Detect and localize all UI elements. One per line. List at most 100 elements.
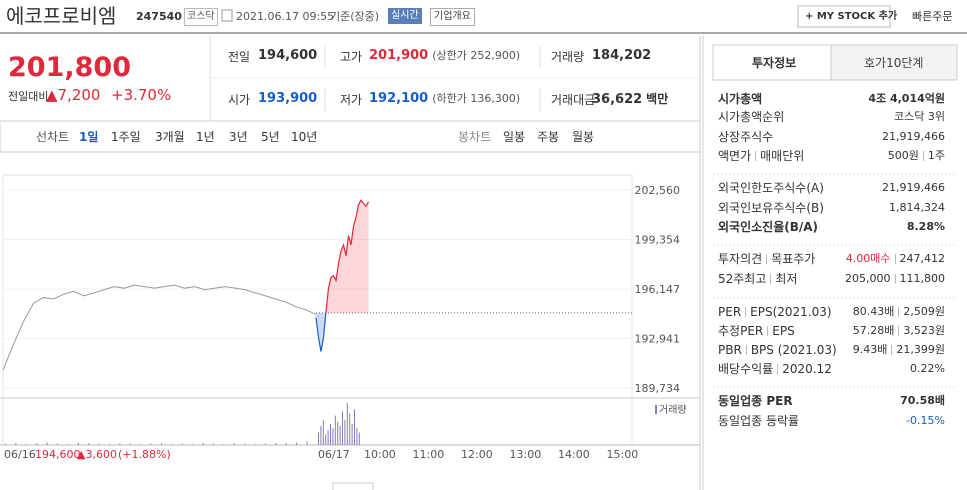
info-value: 8.28% xyxy=(906,220,945,233)
stat-number: 201,900 xyxy=(369,48,429,63)
x-tick-label: 12:00 xyxy=(461,448,493,461)
info-values: 70.58배 xyxy=(900,393,945,409)
volume-bar xyxy=(339,426,341,445)
stat-value: 193,900 xyxy=(258,91,317,107)
period-tab[interactable]: 1년 xyxy=(196,130,215,144)
my-stock-button[interactable]: + MY STOCK 추가 xyxy=(805,11,898,22)
volume-bar xyxy=(327,430,329,445)
volume-bar xyxy=(325,434,327,445)
active-tab xyxy=(712,44,832,81)
tab-label: 선차트 xyxy=(36,130,70,144)
stat-value: 201,900 (상한가 252,900) xyxy=(369,48,520,64)
change-rate: +3.70% xyxy=(111,86,172,104)
period-tab[interactable]: 월봉 xyxy=(572,130,595,144)
period-tab[interactable]: 10년 xyxy=(291,130,318,144)
volume-bar xyxy=(337,421,339,445)
volume-bar xyxy=(57,443,58,445)
separator xyxy=(898,307,900,317)
info-values: 57.28배 3,523원 xyxy=(853,323,945,339)
info-label: 동일업종 등락률 xyxy=(718,414,800,428)
volume-bar xyxy=(322,419,324,445)
info-value: 21,399원 xyxy=(896,343,945,356)
info-label: 시가총액순위 xyxy=(718,110,785,124)
volume-bar xyxy=(77,442,79,445)
info-values: -0.15% xyxy=(906,413,945,429)
period-tab[interactable]: 3년 xyxy=(229,130,248,144)
info-label: 목표주가 xyxy=(771,252,816,266)
info-labels: 투자의견 목표주가 xyxy=(718,251,815,267)
info-value: 21,919,466 xyxy=(882,181,945,194)
volume-bar xyxy=(342,411,343,445)
period-tab[interactable]: 3개월 xyxy=(155,130,185,144)
stock-code: 247540 xyxy=(136,10,182,23)
stat-label: 거래대금 xyxy=(551,93,596,107)
info-values: 21,919,466 xyxy=(882,180,945,196)
info-values: 8.28% xyxy=(907,219,945,235)
stat-label: 전일 xyxy=(228,50,251,64)
change-label: 전일대비 xyxy=(8,90,49,103)
volume-bar xyxy=(161,443,162,445)
volume-bar xyxy=(181,443,183,445)
period-tab[interactable]: 1주일 xyxy=(111,130,141,144)
info-value: 2,509원 xyxy=(903,305,945,318)
info-values: 4.00매수 247,412 xyxy=(846,251,945,267)
collapse-tab[interactable] xyxy=(332,482,374,490)
realtime-badge[interactable]: 실시간 xyxy=(388,8,422,24)
company-info[interactable]: 기업개요 xyxy=(430,8,475,26)
stat-number: 36,622 xyxy=(592,92,643,107)
period-tab[interactable]: 일봉 xyxy=(503,130,526,144)
volume-bar xyxy=(330,424,331,445)
volume-bar xyxy=(15,442,17,445)
volume-bar xyxy=(265,443,266,445)
info-label: EPS xyxy=(772,324,795,338)
info-values: 9.43배 21,399원 xyxy=(853,342,945,358)
info-label: 외국인한도주식수(A) xyxy=(718,181,824,195)
info-labels: 상장주식수 xyxy=(718,129,773,145)
volume-bar xyxy=(354,409,355,445)
info-values: 코스닥 3위 xyxy=(894,109,945,125)
info-value: 코스닥 3위 xyxy=(894,110,945,123)
separator xyxy=(894,274,896,284)
tab-label: 봉차트 xyxy=(458,130,492,144)
volume-bar xyxy=(320,426,322,445)
volume-bar xyxy=(119,443,121,445)
volume-bar xyxy=(285,443,287,445)
period-tab[interactable]: 5년 xyxy=(261,130,280,144)
price-line-down xyxy=(315,312,327,352)
volume-bar xyxy=(223,444,225,445)
period-tab[interactable]: 1일 xyxy=(79,130,99,144)
info-values: 1,814,324 xyxy=(889,200,945,216)
stat-value: 194,600 xyxy=(258,48,317,64)
volume-bar xyxy=(140,444,142,445)
info-values: 21,919,466 xyxy=(882,129,945,145)
info-value: 9.43배 xyxy=(852,343,888,356)
volume-bar xyxy=(25,444,27,445)
info-value: 57.28배 xyxy=(852,324,895,337)
calendar-icon xyxy=(221,9,233,22)
volume-bar xyxy=(358,432,360,445)
stat-label: 저가 xyxy=(340,93,363,107)
legend-label: 거래량 xyxy=(659,405,687,416)
info-label: 외국인보유주식수(B) xyxy=(718,201,824,215)
period-tab[interactable]: 주봉 xyxy=(537,130,560,144)
x-tick-label: 06/17 xyxy=(318,448,350,461)
quick-order[interactable]: 빠른주문 xyxy=(912,10,953,23)
info-label: EPS(2021.03) xyxy=(750,305,832,319)
info-labels: 52주최고 최저 xyxy=(718,271,797,287)
info-label: 2020.12 xyxy=(782,362,832,376)
info-label: 매매단위 xyxy=(760,149,805,163)
info-label: 52주최고 xyxy=(718,272,767,286)
separator xyxy=(766,254,768,264)
info-label: 추정PER xyxy=(718,324,764,338)
info-label: PBR xyxy=(718,343,742,357)
volume-bar xyxy=(202,442,204,445)
separator xyxy=(767,326,769,336)
volume-bar xyxy=(351,424,353,445)
info-tab[interactable]: 투자정보 xyxy=(752,56,797,70)
datetime: 2021.06.17 09:55 xyxy=(236,10,335,23)
info-labels: 동일업종 등락률 xyxy=(718,413,799,429)
info-tab[interactable]: 호가10단계 xyxy=(864,56,924,70)
info-labels: 동일업종 PER xyxy=(718,393,793,409)
price-line-up xyxy=(325,199,370,313)
